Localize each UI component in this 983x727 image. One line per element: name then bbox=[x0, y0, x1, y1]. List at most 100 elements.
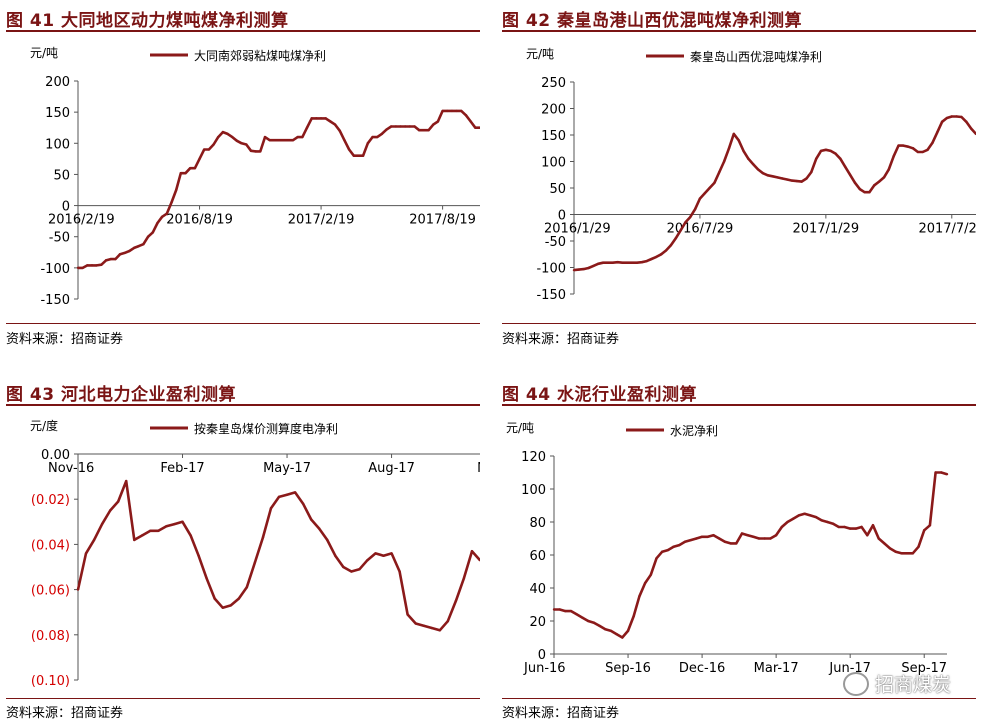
data-point bbox=[301, 502, 305, 505]
data-point bbox=[934, 471, 937, 474]
data-point bbox=[616, 261, 619, 264]
data-point bbox=[630, 261, 634, 264]
title-underline bbox=[502, 404, 976, 406]
data-point bbox=[969, 127, 973, 130]
data-point bbox=[438, 629, 441, 632]
data-point bbox=[752, 535, 755, 539]
y-axis-unit: 元/吨 bbox=[526, 47, 554, 61]
data-point bbox=[834, 152, 837, 155]
y-tick-label: (0.02) bbox=[31, 493, 70, 508]
y-tick-label: 50 bbox=[53, 168, 70, 183]
data-point bbox=[207, 148, 211, 151]
data-point bbox=[450, 109, 454, 113]
y-axis-unit: 元/吨 bbox=[506, 421, 534, 435]
data-point bbox=[661, 550, 664, 553]
data-point bbox=[814, 515, 818, 519]
y-tick-label: -100 bbox=[40, 262, 70, 277]
y-tick-label: 100 bbox=[541, 156, 566, 171]
data-point bbox=[693, 208, 697, 211]
data-point bbox=[868, 191, 871, 194]
data-point bbox=[179, 171, 183, 175]
data-point bbox=[324, 117, 327, 120]
data-point bbox=[916, 150, 920, 154]
data-point bbox=[478, 559, 480, 562]
data-point bbox=[839, 157, 842, 161]
data-point bbox=[406, 613, 409, 616]
data-point bbox=[221, 130, 225, 134]
y-tick-label: (0.08) bbox=[31, 629, 70, 644]
data-point bbox=[198, 157, 201, 161]
data-point bbox=[810, 170, 813, 174]
data-point bbox=[157, 529, 160, 533]
data-point bbox=[263, 135, 267, 139]
y-tick-label: (0.04) bbox=[31, 538, 70, 553]
data-point bbox=[911, 147, 915, 150]
data-point bbox=[441, 109, 444, 113]
data-point bbox=[334, 554, 337, 557]
data-point bbox=[809, 514, 812, 517]
data-point bbox=[601, 261, 605, 264]
data-point bbox=[974, 132, 976, 136]
data-point bbox=[848, 527, 852, 530]
data-point bbox=[197, 554, 200, 557]
x-tick-label: Mar-17 bbox=[754, 661, 799, 676]
data-point bbox=[114, 257, 117, 261]
data-point bbox=[285, 493, 289, 496]
data-point bbox=[474, 126, 477, 129]
data-point bbox=[742, 149, 745, 153]
data-point bbox=[282, 138, 285, 142]
data-point bbox=[358, 568, 361, 571]
y-tick-label: 80 bbox=[529, 516, 546, 531]
title-underline bbox=[6, 404, 480, 406]
data-point bbox=[892, 155, 895, 158]
data-point bbox=[900, 552, 903, 555]
data-point bbox=[231, 135, 234, 139]
data-point bbox=[635, 261, 639, 264]
data-point bbox=[188, 167, 192, 170]
data-point bbox=[752, 162, 755, 166]
legend-label: 秦皇岛山西优混吨煤净利 bbox=[690, 49, 822, 64]
data-point bbox=[621, 636, 624, 639]
data-point bbox=[586, 619, 590, 623]
x-tick-label: Nov-1 bbox=[477, 461, 480, 476]
data-point bbox=[698, 197, 702, 200]
data-point bbox=[100, 263, 103, 266]
data-point bbox=[309, 518, 313, 521]
y-tick-label: 50 bbox=[549, 182, 566, 197]
data-point bbox=[132, 246, 136, 250]
data-point bbox=[655, 557, 658, 560]
data-point bbox=[92, 538, 96, 542]
data-point bbox=[883, 542, 886, 545]
data-point bbox=[165, 212, 169, 215]
data-point bbox=[418, 129, 421, 132]
data-point bbox=[650, 257, 653, 261]
data-point bbox=[837, 525, 840, 529]
data-point bbox=[843, 525, 846, 529]
source-divider bbox=[502, 698, 976, 699]
data-point bbox=[626, 261, 629, 264]
data-point bbox=[831, 522, 835, 525]
data-point bbox=[940, 471, 943, 474]
chart-title: 图 44 水泥行业盈利测算 bbox=[502, 385, 697, 405]
data-point bbox=[455, 109, 458, 113]
watermark: 招商煤炭 bbox=[842, 670, 951, 697]
data-point bbox=[659, 253, 663, 256]
data-point bbox=[902, 144, 905, 147]
data-point bbox=[469, 120, 472, 123]
data-point bbox=[640, 261, 644, 264]
data-point bbox=[398, 570, 401, 573]
x-tick-label: 2017/2/19 bbox=[288, 213, 355, 228]
data-point bbox=[235, 139, 239, 142]
data-point bbox=[894, 550, 897, 553]
data-point bbox=[722, 160, 726, 163]
data-point bbox=[464, 114, 468, 117]
data-point bbox=[826, 520, 829, 524]
data-point bbox=[399, 125, 402, 128]
data-point bbox=[577, 268, 581, 271]
data-point bbox=[193, 167, 197, 170]
data-point bbox=[689, 215, 692, 219]
y-tick-label: 200 bbox=[45, 75, 70, 90]
y-tick-label: 60 bbox=[529, 549, 546, 564]
data-point bbox=[655, 255, 658, 259]
x-tick-label: Jun-16 bbox=[523, 661, 566, 676]
